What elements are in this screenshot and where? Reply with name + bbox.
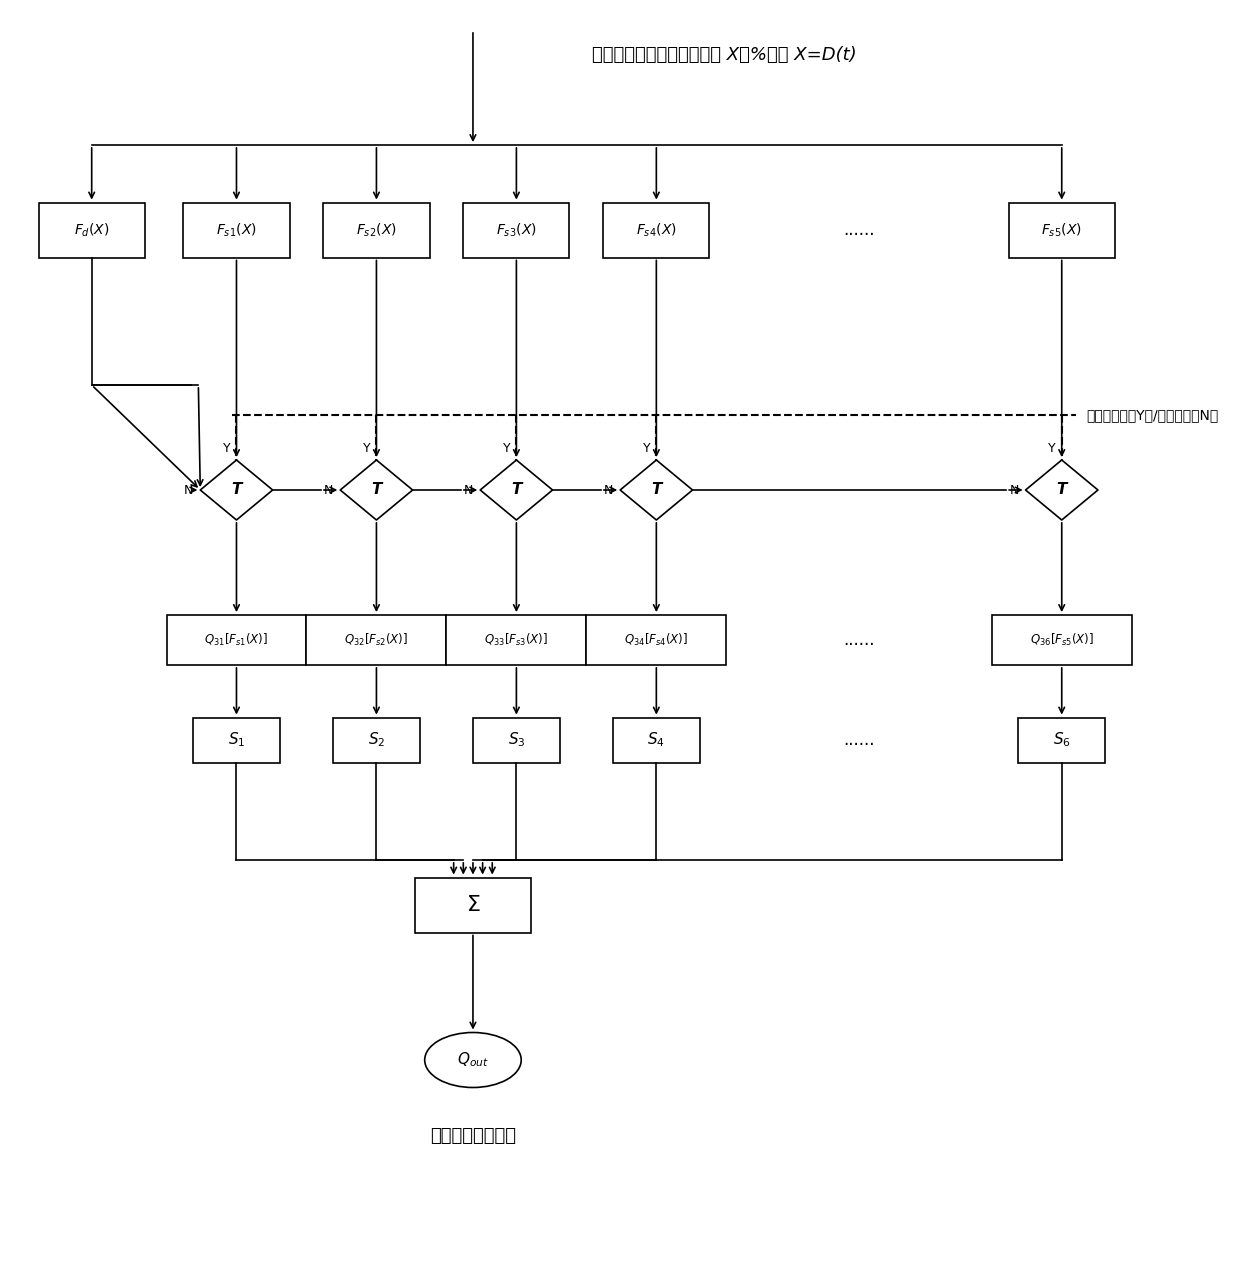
Bar (166, 615, 306, 665)
Text: $F_{s3}(X)$: $F_{s3}(X)$ (496, 222, 537, 238)
Text: Y: Y (503, 442, 511, 455)
Bar (587, 615, 727, 665)
Text: $S_3$: $S_3$ (507, 730, 526, 749)
Text: N: N (464, 483, 474, 497)
Text: T: T (232, 483, 242, 497)
Text: $S_1$: $S_1$ (228, 730, 246, 749)
Bar (992, 615, 1132, 665)
Bar (472, 717, 559, 762)
Bar (446, 615, 587, 665)
Bar (613, 717, 699, 762)
Text: $Q_{33}[F_{s3}(X)]$: $Q_{33}[F_{s3}(X)]$ (485, 632, 548, 648)
Text: $F_{d}(X)$: $F_{d}(X)$ (74, 222, 109, 238)
Text: $S_2$: $S_2$ (368, 730, 386, 749)
Bar (1008, 202, 1115, 257)
Text: N: N (184, 483, 193, 497)
Bar (1018, 717, 1105, 762)
Ellipse shape (424, 1032, 521, 1088)
Text: $Q_{32}[F_{s2}(X)]$: $Q_{32}[F_{s2}(X)]$ (345, 632, 408, 648)
Bar (184, 202, 290, 257)
Text: T: T (1056, 483, 1066, 497)
Text: $F_{s4}(X)$: $F_{s4}(X)$ (636, 222, 677, 238)
Text: $Q_{34}[F_{s4}(X)]$: $Q_{34}[F_{s4}(X)]$ (624, 632, 688, 648)
Bar (415, 877, 531, 933)
Text: Y: Y (223, 442, 231, 455)
Bar (464, 202, 569, 257)
Text: $F_{s5}(X)$: $F_{s5}(X)$ (1042, 222, 1083, 238)
Text: T: T (511, 483, 522, 497)
Text: ......: ...... (843, 632, 874, 649)
Text: T: T (371, 483, 382, 497)
Bar (604, 202, 709, 257)
Text: $Q_{out}$: $Q_{out}$ (458, 1050, 489, 1070)
Text: T: T (651, 483, 661, 497)
Text: $Q_{36}[F_{s5}(X)]$: $Q_{36}[F_{s5}(X)]$ (1029, 632, 1094, 648)
Text: Y: Y (363, 442, 371, 455)
Text: 流量指令（综合阀位指令） X（%）， X=D(t): 流量指令（综合阀位指令） X（%）， X=D(t) (591, 46, 857, 64)
Text: ......: ...... (843, 731, 874, 749)
Text: $F_{s1}(X)$: $F_{s1}(X)$ (216, 222, 257, 238)
Bar (306, 615, 446, 665)
Text: $\Sigma$: $\Sigma$ (466, 895, 480, 915)
Text: N: N (1009, 483, 1018, 497)
Bar (38, 202, 145, 257)
Text: $S_6$: $S_6$ (1053, 730, 1070, 749)
Bar (324, 202, 429, 257)
Text: $F_{s2}(X)$: $F_{s2}(X)$ (356, 222, 397, 238)
Bar (334, 717, 420, 762)
Text: $S_4$: $S_4$ (647, 730, 665, 749)
Text: Y: Y (1048, 442, 1056, 455)
Bar (193, 717, 280, 762)
Text: 实际流量输出模型: 实际流量输出模型 (430, 1127, 516, 1145)
Text: 顺序阀方式（Y）/单阀方式（N）: 顺序阀方式（Y）/单阀方式（N） (1086, 409, 1218, 421)
Text: ......: ...... (843, 222, 874, 240)
Text: Y: Y (642, 442, 651, 455)
Text: N: N (324, 483, 334, 497)
Text: N: N (604, 483, 614, 497)
Text: $Q_{31}[F_{s1}(X)]$: $Q_{31}[F_{s1}(X)]$ (205, 632, 269, 648)
